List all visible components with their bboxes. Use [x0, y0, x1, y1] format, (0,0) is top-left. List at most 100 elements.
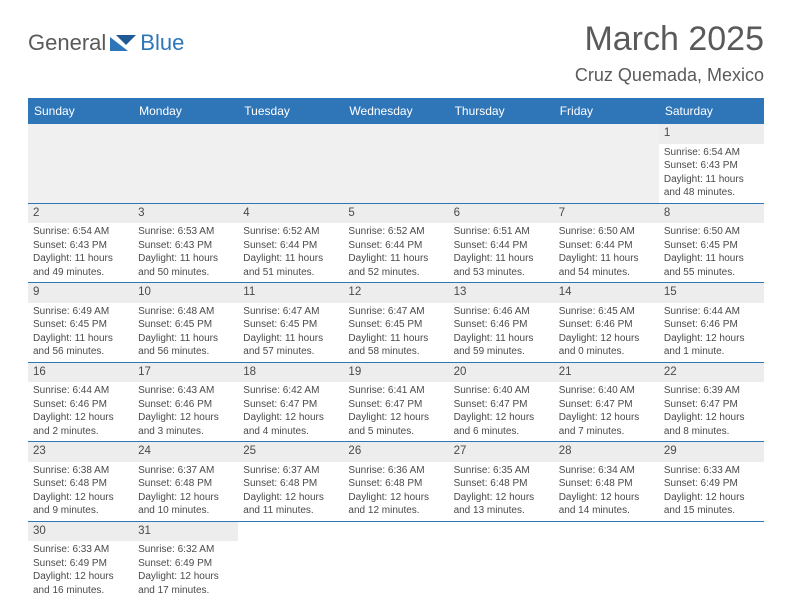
calendar-table: Sunday Monday Tuesday Wednesday Thursday… [28, 98, 764, 600]
daylight-text: Daylight: 12 hours and 3 minutes. [138, 411, 233, 438]
sunset-text: Sunset: 6:44 PM [559, 239, 654, 253]
day-body: Sunrise: 6:54 AMSunset: 6:43 PMDaylight:… [659, 144, 764, 203]
daylight-text: Daylight: 12 hours and 13 minutes. [454, 491, 549, 518]
page-title: March 2025 [575, 20, 764, 59]
header: General Blue March 2025 Cruz Quemada, Me… [28, 20, 764, 86]
sunset-text: Sunset: 6:46 PM [559, 318, 654, 332]
day-body: Sunrise: 6:50 AMSunset: 6:45 PMDaylight:… [659, 223, 764, 282]
daylight-text: Daylight: 12 hours and 7 minutes. [559, 411, 654, 438]
day-body: Sunrise: 6:52 AMSunset: 6:44 PMDaylight:… [238, 223, 343, 282]
sunrise-text: Sunrise: 6:32 AM [138, 543, 233, 557]
calendar-cell: 26Sunrise: 6:36 AMSunset: 6:48 PMDayligh… [343, 442, 448, 522]
calendar-cell: 27Sunrise: 6:35 AMSunset: 6:48 PMDayligh… [449, 442, 554, 522]
sunrise-text: Sunrise: 6:41 AM [348, 384, 443, 398]
daylight-text: Daylight: 11 hours and 56 minutes. [33, 332, 128, 359]
daylight-text: Daylight: 11 hours and 52 minutes. [348, 252, 443, 279]
day-number: 11 [238, 283, 343, 303]
weekday-header: Thursday [449, 98, 554, 124]
calendar-cell: 2Sunrise: 6:54 AMSunset: 6:43 PMDaylight… [28, 203, 133, 283]
sunset-text: Sunset: 6:47 PM [559, 398, 654, 412]
day-number: 25 [238, 442, 343, 462]
day-body: Sunrise: 6:33 AMSunset: 6:49 PMDaylight:… [28, 541, 133, 600]
day-number: 7 [554, 204, 659, 224]
day-number: 3 [133, 204, 238, 224]
day-body: Sunrise: 6:44 AMSunset: 6:46 PMDaylight:… [659, 303, 764, 362]
sunset-text: Sunset: 6:43 PM [33, 239, 128, 253]
calendar-cell: 16Sunrise: 6:44 AMSunset: 6:46 PMDayligh… [28, 362, 133, 442]
calendar-cell: 11Sunrise: 6:47 AMSunset: 6:45 PMDayligh… [238, 283, 343, 363]
day-body: Sunrise: 6:47 AMSunset: 6:45 PMDaylight:… [343, 303, 448, 362]
calendar-cell [28, 124, 133, 203]
calendar-cell [659, 521, 764, 600]
daylight-text: Daylight: 12 hours and 6 minutes. [454, 411, 549, 438]
calendar-cell [449, 124, 554, 203]
sunset-text: Sunset: 6:45 PM [243, 318, 338, 332]
daylight-text: Daylight: 12 hours and 15 minutes. [664, 491, 759, 518]
day-number: 4 [238, 204, 343, 224]
sunset-text: Sunset: 6:48 PM [243, 477, 338, 491]
sunrise-text: Sunrise: 6:54 AM [33, 225, 128, 239]
sunset-text: Sunset: 6:44 PM [348, 239, 443, 253]
calendar-cell: 1Sunrise: 6:54 AMSunset: 6:43 PMDaylight… [659, 124, 764, 203]
daylight-text: Daylight: 12 hours and 16 minutes. [33, 570, 128, 597]
daylight-text: Daylight: 11 hours and 50 minutes. [138, 252, 233, 279]
day-body: Sunrise: 6:35 AMSunset: 6:48 PMDaylight:… [449, 462, 554, 521]
sunrise-text: Sunrise: 6:39 AM [664, 384, 759, 398]
day-number: 30 [28, 522, 133, 542]
daylight-text: Daylight: 11 hours and 56 minutes. [138, 332, 233, 359]
sunrise-text: Sunrise: 6:43 AM [138, 384, 233, 398]
calendar-cell: 10Sunrise: 6:48 AMSunset: 6:45 PMDayligh… [133, 283, 238, 363]
weekday-header: Tuesday [238, 98, 343, 124]
day-body: Sunrise: 6:49 AMSunset: 6:45 PMDaylight:… [28, 303, 133, 362]
day-body: Sunrise: 6:45 AMSunset: 6:46 PMDaylight:… [554, 303, 659, 362]
sunrise-text: Sunrise: 6:40 AM [559, 384, 654, 398]
sunrise-text: Sunrise: 6:33 AM [664, 464, 759, 478]
brand-part2: Blue [140, 30, 184, 56]
daylight-text: Daylight: 12 hours and 17 minutes. [138, 570, 233, 597]
calendar-cell: 30Sunrise: 6:33 AMSunset: 6:49 PMDayligh… [28, 521, 133, 600]
day-body: Sunrise: 6:41 AMSunset: 6:47 PMDaylight:… [343, 382, 448, 441]
day-body: Sunrise: 6:46 AMSunset: 6:46 PMDaylight:… [449, 303, 554, 362]
day-number: 26 [343, 442, 448, 462]
day-body: Sunrise: 6:52 AMSunset: 6:44 PMDaylight:… [343, 223, 448, 282]
day-number: 10 [133, 283, 238, 303]
calendar-cell: 15Sunrise: 6:44 AMSunset: 6:46 PMDayligh… [659, 283, 764, 363]
brand-part1: General [28, 30, 106, 56]
sunrise-text: Sunrise: 6:50 AM [664, 225, 759, 239]
day-number: 5 [343, 204, 448, 224]
calendar-cell: 7Sunrise: 6:50 AMSunset: 6:44 PMDaylight… [554, 203, 659, 283]
day-number: 24 [133, 442, 238, 462]
daylight-text: Daylight: 11 hours and 59 minutes. [454, 332, 549, 359]
daylight-text: Daylight: 12 hours and 2 minutes. [33, 411, 128, 438]
day-number: 27 [449, 442, 554, 462]
daylight-text: Daylight: 12 hours and 1 minute. [664, 332, 759, 359]
daylight-text: Daylight: 12 hours and 8 minutes. [664, 411, 759, 438]
day-number: 23 [28, 442, 133, 462]
calendar-cell: 5Sunrise: 6:52 AMSunset: 6:44 PMDaylight… [343, 203, 448, 283]
day-body: Sunrise: 6:48 AMSunset: 6:45 PMDaylight:… [133, 303, 238, 362]
weekday-header: Monday [133, 98, 238, 124]
sunrise-text: Sunrise: 6:50 AM [559, 225, 654, 239]
title-block: March 2025 Cruz Quemada, Mexico [575, 20, 764, 86]
sunset-text: Sunset: 6:47 PM [348, 398, 443, 412]
day-number: 14 [554, 283, 659, 303]
brand-mark-icon [110, 31, 138, 56]
calendar-cell: 31Sunrise: 6:32 AMSunset: 6:49 PMDayligh… [133, 521, 238, 600]
sunrise-text: Sunrise: 6:47 AM [348, 305, 443, 319]
daylight-text: Daylight: 11 hours and 53 minutes. [454, 252, 549, 279]
sunrise-text: Sunrise: 6:42 AM [243, 384, 338, 398]
day-number: 15 [659, 283, 764, 303]
day-number: 18 [238, 363, 343, 383]
calendar-cell [238, 124, 343, 203]
sunrise-text: Sunrise: 6:51 AM [454, 225, 549, 239]
calendar-cell [343, 124, 448, 203]
day-body: Sunrise: 6:39 AMSunset: 6:47 PMDaylight:… [659, 382, 764, 441]
calendar-cell: 25Sunrise: 6:37 AMSunset: 6:48 PMDayligh… [238, 442, 343, 522]
sunset-text: Sunset: 6:48 PM [33, 477, 128, 491]
day-body: Sunrise: 6:40 AMSunset: 6:47 PMDaylight:… [449, 382, 554, 441]
daylight-text: Daylight: 11 hours and 55 minutes. [664, 252, 759, 279]
daylight-text: Daylight: 12 hours and 11 minutes. [243, 491, 338, 518]
calendar-cell: 3Sunrise: 6:53 AMSunset: 6:43 PMDaylight… [133, 203, 238, 283]
day-number: 13 [449, 283, 554, 303]
calendar-cell: 9Sunrise: 6:49 AMSunset: 6:45 PMDaylight… [28, 283, 133, 363]
